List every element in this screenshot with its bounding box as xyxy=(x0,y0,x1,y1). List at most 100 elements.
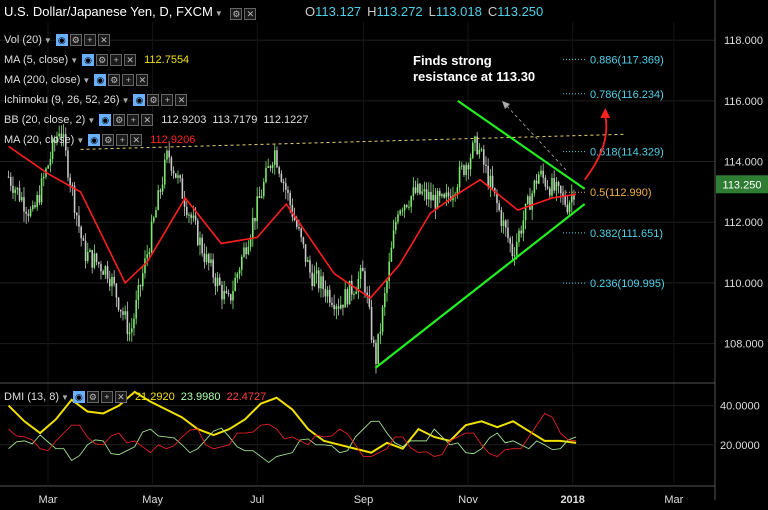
add-icon[interactable]: + xyxy=(127,114,140,127)
candle-body xyxy=(190,214,192,218)
add-icon[interactable]: + xyxy=(161,94,174,107)
candle-body xyxy=(485,164,487,166)
candle-body xyxy=(199,237,201,245)
close-icon[interactable]: ✕ xyxy=(141,114,154,127)
candle-body xyxy=(302,237,305,245)
candle-body xyxy=(236,273,239,278)
candle-body xyxy=(254,217,256,222)
eye-icon[interactable]: ◉ xyxy=(133,94,146,107)
candle-body xyxy=(399,210,401,215)
add-icon[interactable]: + xyxy=(83,34,96,47)
eye-icon[interactable]: ◉ xyxy=(88,134,101,147)
indicator-legend-1[interactable]: MA (5, close) ▼ ◉ ⚙ + ✕ 112.7554 xyxy=(4,54,190,67)
settings-icon[interactable]: ⚙ xyxy=(96,54,109,67)
candle-body xyxy=(518,230,520,243)
dmi-label: DMI (13, 8) xyxy=(4,391,60,403)
y-tick-label: 118.000 xyxy=(724,35,763,47)
candle-body xyxy=(183,198,186,207)
settings-icon[interactable]: ⚙ xyxy=(102,134,115,147)
candle-body xyxy=(238,269,241,274)
price-candles xyxy=(7,124,575,374)
eye-icon[interactable]: ◉ xyxy=(94,74,107,87)
settings-icon[interactable]: ⚙ xyxy=(147,94,160,107)
eye-icon[interactable]: ◉ xyxy=(72,391,85,404)
settings-icon[interactable]: ⚙ xyxy=(86,391,99,404)
candle-body xyxy=(339,304,342,309)
candle-body xyxy=(133,318,135,329)
candle-body xyxy=(196,220,199,245)
candle-body xyxy=(379,331,382,334)
close-icon[interactable]: ✕ xyxy=(130,134,143,147)
close-icon[interactable]: ✕ xyxy=(136,74,149,87)
candle-body xyxy=(524,203,527,221)
close-icon[interactable]: ✕ xyxy=(124,54,137,67)
candle-body xyxy=(36,195,38,208)
indicator-legend-2[interactable]: MA (200, close) ▼ ◉ ⚙ + ✕ xyxy=(4,72,150,88)
candle-body xyxy=(291,204,294,217)
symbol-title[interactable]: U.S. Dollar/Japanese Yen, D, FXCM ▼ ⚙ ✕ xyxy=(4,4,258,20)
candle-body xyxy=(507,227,509,239)
settings-icon[interactable]: ⚙ xyxy=(230,7,243,20)
candle-body xyxy=(102,271,104,275)
eye-icon[interactable]: ◉ xyxy=(82,54,95,67)
candle-body xyxy=(491,175,494,188)
candle-body xyxy=(232,290,234,301)
candle-body xyxy=(368,295,371,307)
indicator-legend-0[interactable]: Vol (20) ▼ ◉ ⚙ + ✕ xyxy=(4,32,112,48)
candle-body xyxy=(42,176,45,179)
indicator-legend-3[interactable]: Ichimoku (9, 26, 52, 26) ▼ ◉ ⚙ + ✕ xyxy=(4,92,189,108)
candle-body xyxy=(69,177,71,186)
candle-body xyxy=(540,170,542,175)
candle-body xyxy=(469,157,472,170)
candle-body xyxy=(447,192,450,197)
fib-label: 0.5(112.990) xyxy=(590,187,652,199)
close-icon[interactable]: ✕ xyxy=(175,94,188,107)
close-icon[interactable]: ✕ xyxy=(114,391,127,404)
candle-body xyxy=(359,267,362,279)
settings-icon[interactable]: ⚙ xyxy=(113,114,126,127)
candle-body xyxy=(159,190,162,192)
candle-body xyxy=(260,196,263,198)
candle-body xyxy=(322,276,324,289)
candle-body xyxy=(500,210,503,226)
candle-body xyxy=(104,266,107,275)
candle-body xyxy=(170,157,173,171)
candle-body xyxy=(502,220,505,226)
add-icon[interactable]: + xyxy=(100,391,113,404)
candle-body xyxy=(40,178,43,203)
projection-arrowhead xyxy=(600,107,611,118)
add-icon[interactable]: + xyxy=(122,74,135,87)
candle-body xyxy=(207,254,210,263)
indicator-legend-5[interactable]: MA (20, close) ▼ ◉ ⚙ + ✕ 112.9206 xyxy=(4,134,196,147)
candle-body xyxy=(383,293,386,308)
x-tick-label: 2018 xyxy=(560,494,584,506)
candle-body xyxy=(522,220,525,234)
candle-body xyxy=(421,191,423,194)
eye-icon[interactable]: ◉ xyxy=(99,114,112,127)
candle-body xyxy=(62,134,65,138)
add-icon[interactable]: + xyxy=(116,134,129,147)
close-icon[interactable]: ✕ xyxy=(97,34,110,47)
dmi-legend-0[interactable]: DMI (13, 8) ▼ ◉ ⚙ + ✕ 21.2920 23.9980 22.4727 xyxy=(4,391,267,404)
candle-body xyxy=(106,266,109,279)
indicator-legend-4[interactable]: BB (20, close, 2) ▼ ◉ ⚙ + ✕ 112.9203 113.7179 11… xyxy=(4,114,309,127)
candle-body xyxy=(423,189,426,192)
dashed-guide-arrow xyxy=(502,101,510,109)
candle-body xyxy=(372,339,375,343)
x-tick-label: Jul xyxy=(250,494,264,506)
candle-body xyxy=(304,244,307,262)
indicator-label: Ichimoku (9, 26, 52, 26) xyxy=(4,94,120,106)
candle-body xyxy=(489,175,492,187)
x-tick-label: Sep xyxy=(354,494,374,506)
candle-body xyxy=(265,167,267,182)
eye-icon[interactable]: ◉ xyxy=(55,34,68,47)
settings-icon[interactable]: ⚙ xyxy=(69,34,82,47)
close-icon[interactable]: ✕ xyxy=(244,7,257,20)
candle-body xyxy=(515,242,518,256)
settings-icon[interactable]: ⚙ xyxy=(108,74,121,87)
add-icon[interactable]: + xyxy=(110,54,123,67)
candle-body xyxy=(342,304,344,308)
projection-arrow xyxy=(583,115,608,181)
x-tick-label: May xyxy=(142,494,163,506)
